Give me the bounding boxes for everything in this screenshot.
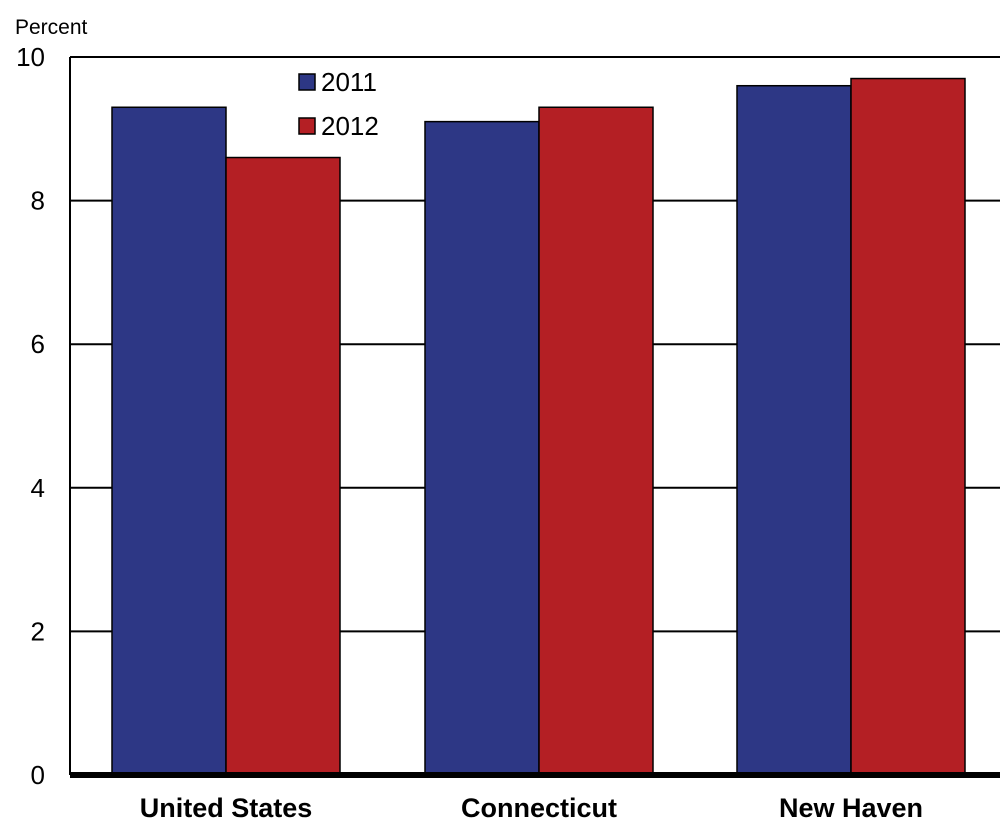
category-label: United States [140,793,313,823]
axes [69,56,1000,778]
legend-label-2011: 2011 [321,67,377,97]
y-tick-label: 6 [31,329,45,359]
legend-label-2012: 2012 [321,111,379,141]
bar-2012-connecticut [538,106,654,776]
bar-2011-connecticut [424,120,540,776]
bar-2011-new-haven [736,84,852,776]
y-tick-label: 4 [31,473,45,503]
bar-2012-new-haven [850,77,966,776]
y-tick-label: 10 [16,42,45,72]
y-tick-label: 2 [31,616,45,646]
y-tick-label: 0 [31,760,45,790]
bars [111,77,966,776]
category-label: Connecticut [461,793,617,823]
y-axis-unit-label: Percent [15,16,88,39]
y-tick-labels: 0 2 4 6 8 10 [16,42,45,790]
bar-2011-united-states [111,106,227,776]
category-labels: United States Connecticut New Haven [140,793,923,823]
bar-2012-united-states [225,156,341,776]
category-label: New Haven [779,793,923,823]
y-tick-label: 8 [31,186,45,216]
legend-swatch-2012 [298,117,316,135]
legend-swatch-2011 [298,73,316,91]
legend: 2011 2012 [298,67,379,141]
